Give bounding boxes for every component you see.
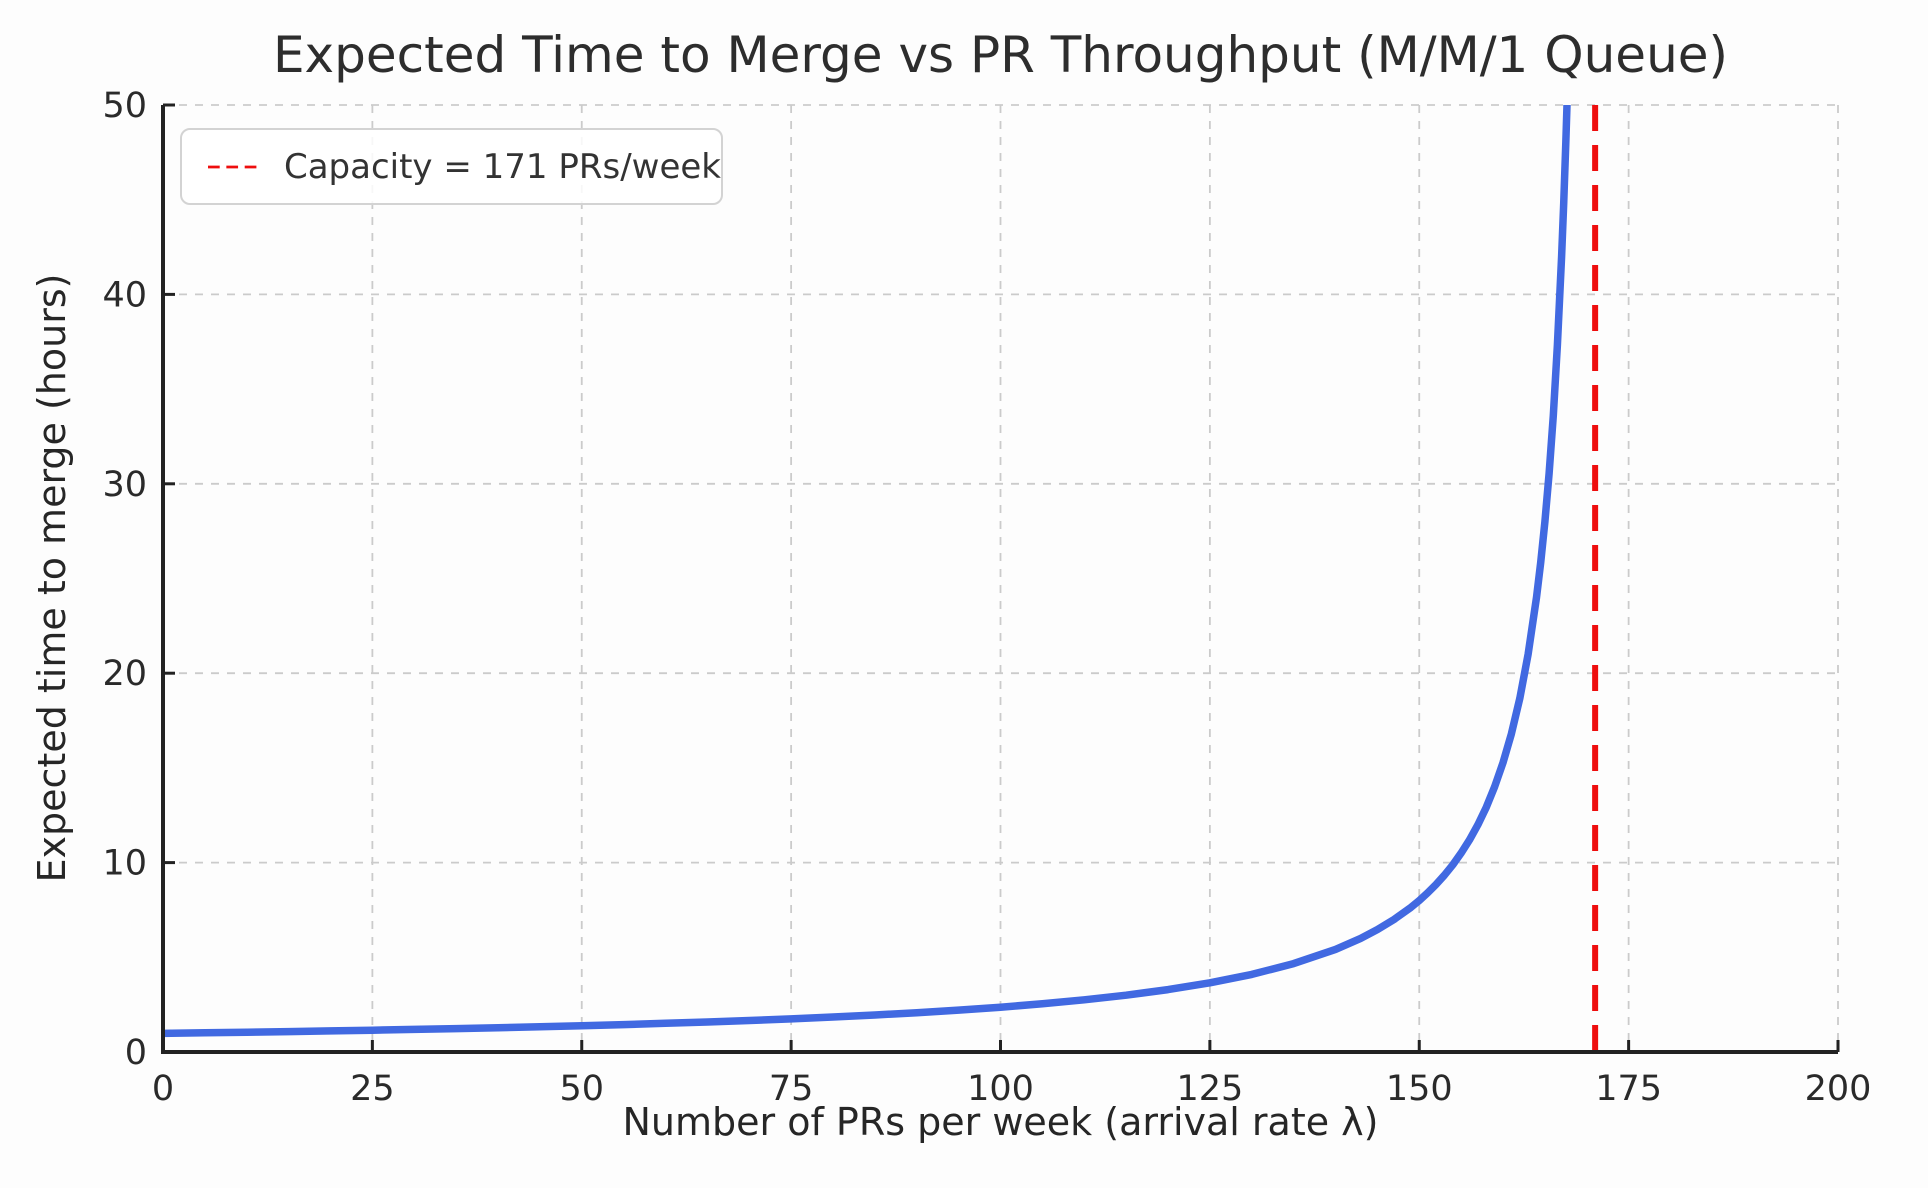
legend: Capacity = 171 PRs/week: [180, 128, 723, 205]
x-tick-label: 25: [350, 1069, 395, 1109]
x-tick-label: 0: [152, 1069, 174, 1109]
chart-title: Expected Time to Merge vs PR Throughput …: [272, 26, 1729, 84]
x-tick-label: 175: [1595, 1069, 1662, 1109]
x-axis-label: Number of PRs per week (arrival rate λ): [622, 1100, 1379, 1144]
y-axis-label: Expected time to merge (hours): [30, 273, 74, 883]
y-tick-label: 50: [102, 86, 147, 126]
y-tick-label: 20: [102, 654, 147, 694]
y-tick-label: 0: [125, 1033, 147, 1073]
capacity-dashed-line-icon: [208, 165, 258, 168]
legend-label: Capacity = 171 PRs/week: [283, 146, 721, 187]
merge-time-curve: [163, 105, 1571, 1038]
x-tick-label: 50: [559, 1069, 604, 1109]
y-tick-label: 10: [102, 844, 147, 884]
x-tick-label: 100: [967, 1069, 1034, 1109]
x-tick-label: 75: [769, 1069, 814, 1109]
y-tick-label: 30: [102, 465, 147, 505]
x-tick-label: 125: [1176, 1069, 1243, 1109]
x-tick-label: 150: [1386, 1069, 1453, 1109]
x-tick-label: 200: [1805, 1069, 1872, 1109]
y-tick-label: 40: [102, 275, 147, 315]
